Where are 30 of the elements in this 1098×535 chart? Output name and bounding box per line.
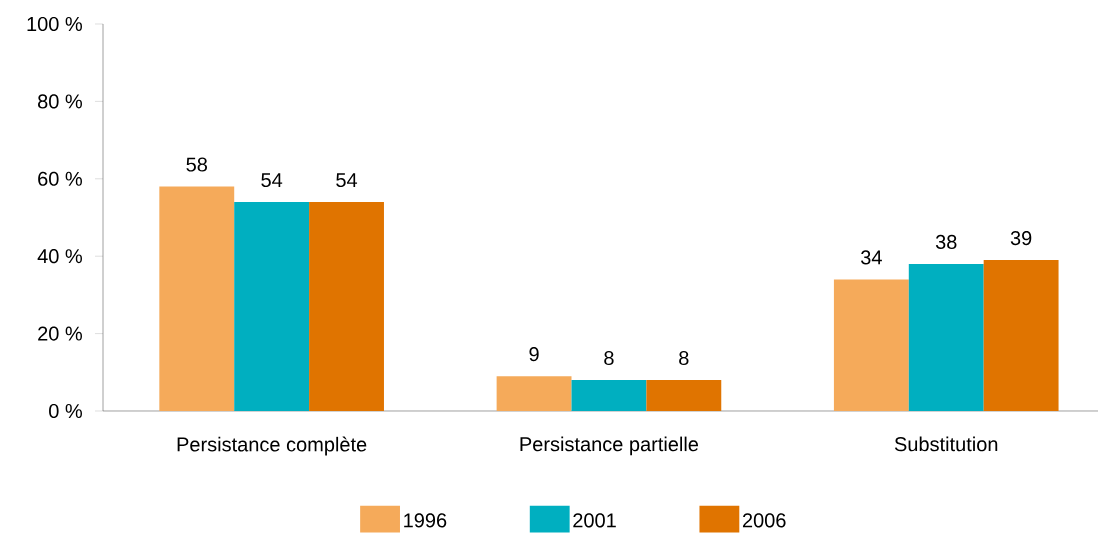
bar — [234, 202, 310, 411]
bar — [309, 202, 384, 411]
x-tick-label: Substitution — [894, 436, 998, 452]
bar — [833, 279, 909, 411]
data-label: 34 — [860, 250, 882, 265]
legend-label: 2006 — [742, 513, 786, 528]
y-tick-label: 60 % — [38, 171, 82, 186]
data-label: 8 — [604, 350, 614, 366]
bar — [159, 186, 235, 411]
data-label: 8 — [679, 350, 689, 366]
bar — [983, 260, 1059, 411]
x-tick-label: Persistance partielle — [520, 436, 699, 456]
data-label: 58 — [186, 157, 208, 172]
data-label: 39 — [1010, 230, 1032, 246]
data-label: 9 — [529, 347, 539, 362]
x-tick-label: Persistance complète — [177, 436, 367, 456]
y-tick-label: 80 % — [38, 94, 82, 109]
bar — [646, 380, 722, 411]
data-label: 38 — [935, 234, 957, 249]
y-tick-label: 20 % — [38, 326, 82, 341]
y-tick-label: 40 % — [37, 249, 82, 264]
data-label: 54 — [261, 173, 283, 188]
data-label: 54 — [336, 173, 358, 188]
bar — [908, 263, 984, 411]
legend-label: 1996 — [404, 513, 447, 528]
y-tick-label: 100 % — [27, 16, 82, 32]
legend-label: 2001 — [573, 513, 616, 528]
bar — [496, 376, 572, 411]
bar — [571, 380, 647, 411]
y-tick-label: 0 % — [49, 403, 82, 419]
